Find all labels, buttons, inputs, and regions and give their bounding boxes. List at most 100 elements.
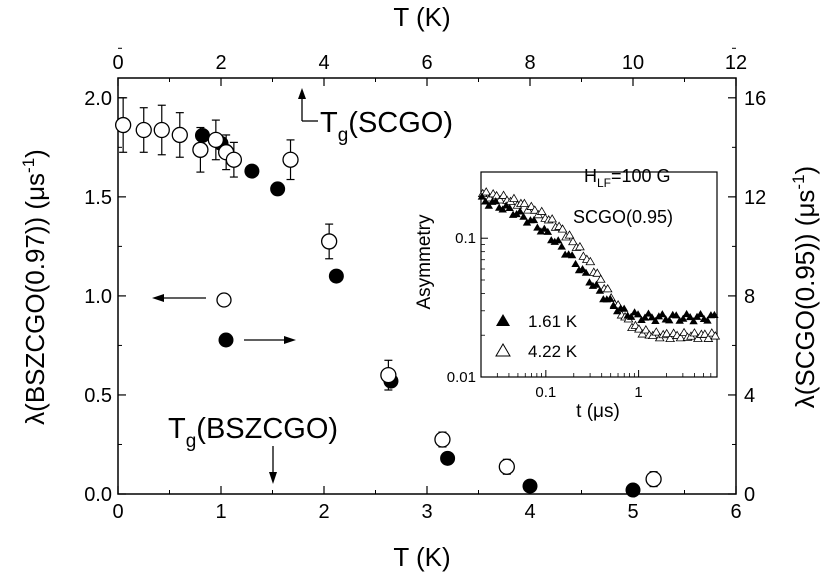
open-circle-point (282, 151, 299, 168)
filled-triangle-point (678, 314, 688, 322)
filled-triangle-point (703, 316, 712, 324)
filled-triangle-point (647, 313, 657, 321)
open-circle-point (135, 121, 152, 139)
filled-triangle-point (581, 268, 591, 276)
open-triangle-point (665, 333, 676, 342)
right-arrowhead (284, 336, 296, 344)
filled-circle-point (625, 482, 641, 498)
right-y-tick-label: 12 (744, 187, 766, 209)
open-triangle-point (699, 329, 710, 338)
legend-open-triangle-marker (495, 343, 511, 357)
tg-bszcgo-arrowhead (269, 472, 277, 484)
open-triangle-point (640, 325, 651, 334)
open-triangle-point (689, 328, 700, 337)
filled-triangle-point (626, 312, 636, 320)
tg-scgo-annotation: Tg(SCGO) (298, 88, 453, 146)
bottom-x-axis-label: T (K) (393, 542, 450, 572)
open-triangle-point (634, 324, 644, 333)
filled-triangle-point (529, 215, 539, 224)
open-circle-point (171, 126, 188, 144)
filled-triangle-point (585, 278, 594, 286)
filled-circle-point (522, 478, 538, 494)
filled-triangle-point (689, 317, 698, 325)
open-circle-legend-marker (216, 292, 232, 308)
open-triangle-point (519, 198, 530, 207)
open-triangle-point (481, 187, 492, 196)
inset-y-axis-label: Asymmetry (414, 214, 435, 310)
right-y-axis-label: λ(SCGO(0.95)) (μs-1) (789, 166, 820, 408)
filled-triangle-point (682, 309, 691, 318)
filled-triangle-point (498, 205, 507, 213)
filled-triangle-point (554, 236, 563, 244)
filled-triangle-point (533, 223, 542, 231)
filled-circle-point (194, 127, 210, 143)
open-triangle-point (661, 328, 672, 338)
filled-triangle-point (640, 313, 650, 321)
open-circle-point (115, 116, 132, 134)
filled-triangle-point (619, 304, 629, 312)
filled-triangle-point (658, 310, 667, 318)
top-x-tick-label: 6 (421, 52, 432, 74)
inset-y-tick-label: 0.01 (447, 369, 476, 386)
filled-triangle-point (595, 286, 605, 294)
filled-triangle-point (543, 227, 553, 235)
open-circle-point (498, 458, 515, 475)
filled-circle-point (270, 181, 286, 197)
open-triangle-point (602, 283, 613, 293)
open-triangle-point (592, 268, 603, 277)
filled-triangle-point (571, 259, 580, 267)
bottom-x-tick-label: 6 (730, 501, 741, 523)
open-triangle-point (575, 241, 585, 251)
filled-triangle-point (567, 251, 577, 259)
inset-asymmetry-plot: 0.01 0.1 0.1 1 Asymmetry t (μs) HLF=100 G S… (414, 166, 721, 422)
left-y-tick-label: 1.5 (84, 187, 112, 209)
filled-triangle-point (481, 197, 490, 205)
filled-triangle-point (484, 201, 494, 209)
filled-triangle-point (672, 311, 681, 319)
open-circle-point (380, 366, 397, 384)
inset-x-tick-label: 0.1 (535, 384, 556, 401)
tg-bszcgo-annotation: Tg(BSZCGO) (168, 413, 338, 484)
filled-triangle-point (606, 294, 615, 302)
top-x-tick-label: 2 (215, 52, 226, 74)
right-y-tick-label: 8 (744, 286, 755, 308)
top-x-tick-label: 10 (622, 52, 644, 74)
open-triangle-point (595, 274, 606, 283)
bottom-x-tick-label: 3 (421, 501, 432, 523)
tg-scgo-label: Tg(SCGO) (320, 107, 453, 146)
filled-triangle-point (505, 203, 514, 211)
legend-label-4-22k: 4.22 K (528, 342, 578, 361)
tg-scgo-arrowhead (298, 88, 306, 99)
filled-triangle-point (515, 207, 525, 215)
filled-triangle-point (685, 312, 695, 321)
open-circle-point (192, 141, 209, 158)
left-y-tick-label: 1.0 (84, 286, 112, 308)
filled-circle-point (244, 163, 260, 179)
open-circle-point (434, 431, 451, 448)
right-y-tick-label: 0 (744, 484, 755, 506)
left-y-tick-label: 0.5 (84, 385, 112, 407)
legend-label-1-61k: 1.61 K (528, 312, 578, 331)
inset-sample-label: SCGO(0.95) (573, 207, 673, 227)
bottom-x-tick-label: 0 (112, 501, 123, 523)
bottom-x-tick-label: 4 (524, 501, 535, 523)
filled-triangle-point (710, 310, 719, 319)
filled-circle-point (440, 450, 456, 466)
open-circle-point (320, 233, 338, 250)
open-circle-point (153, 121, 170, 139)
open-circle-point (225, 151, 243, 168)
bottom-x-tick-label: 2 (318, 501, 329, 523)
right-y-tick-label: 16 (744, 88, 766, 110)
filled-circle-point (328, 268, 344, 284)
filled-triangle-point (592, 280, 601, 288)
open-triangle-point (529, 205, 540, 214)
filled-triangle-point (477, 192, 487, 200)
open-triangle-point (536, 206, 547, 215)
open-circle-point (207, 131, 225, 149)
top-x-axis-label: T (K) (393, 2, 450, 32)
inset-x-axis-label: t (μs) (576, 401, 620, 422)
filled-triangle-point (651, 316, 660, 325)
left-arrowhead (152, 294, 164, 302)
top-x-tick-label: 12 (725, 52, 747, 74)
